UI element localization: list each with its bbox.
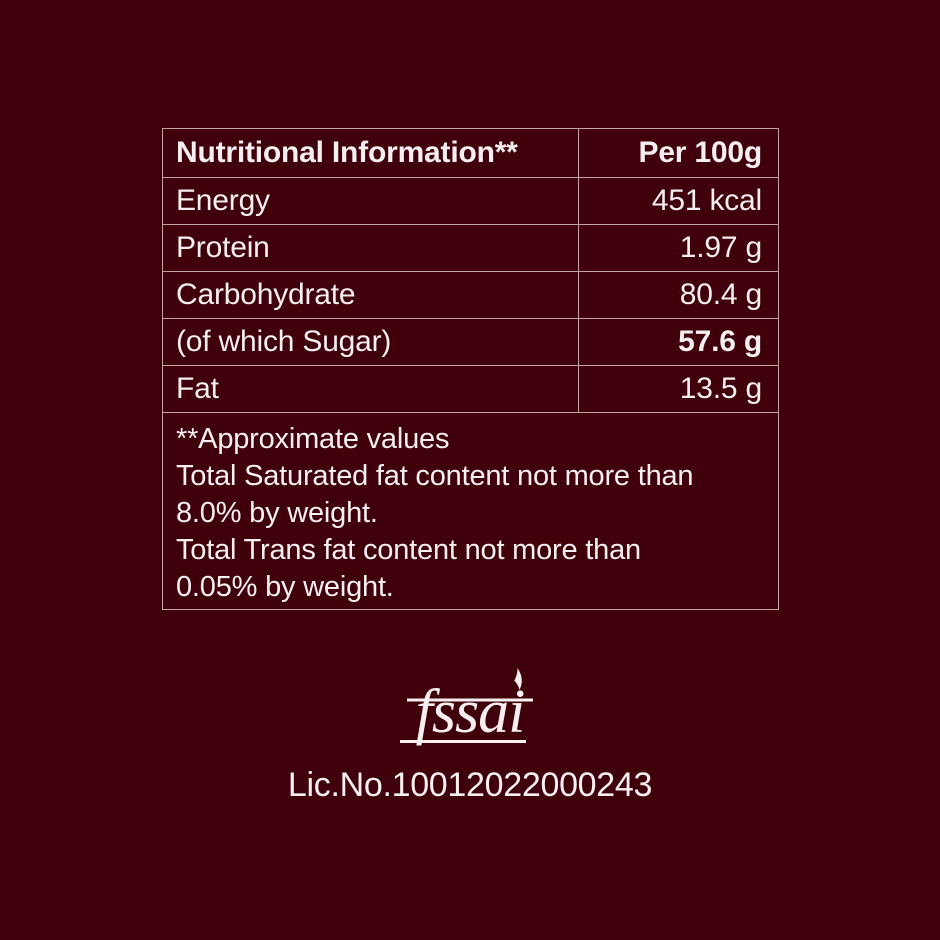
nutrition-table: Nutritional Information** Per 100g Energ… [162, 128, 779, 610]
license-number: Lic.No.10012022000243 [287, 766, 653, 804]
table-header-row: Nutritional Information** Per 100g [163, 129, 778, 178]
nutrient-label: Fat [176, 374, 219, 404]
table-row: Energy 451 kcal [163, 178, 778, 225]
svg-text:fssai: fssai [416, 678, 525, 746]
table-row: Fat 13.5 g [163, 366, 778, 413]
footnote-line: Total Saturated fat content not more tha… [176, 460, 694, 492]
footnote-line: 0.05% by weight. [176, 571, 394, 603]
nutrient-label: (of which Sugar) [176, 327, 392, 357]
nutrient-label: Protein [176, 233, 270, 263]
table-row: Protein 1.97 g [163, 225, 778, 272]
table-row: Carbohydrate 80.4 g [163, 272, 778, 319]
table-header-label: Nutritional Information** [176, 138, 518, 168]
nutrient-value: 57.6 g [678, 325, 762, 358]
nutrient-value: 451 kcal [651, 184, 762, 217]
table-column-divider [578, 129, 579, 413]
nutrient-label: Energy [176, 186, 270, 216]
footnote-line: Total Trans fat content not more than [176, 534, 641, 566]
nutrient-label: Carbohydrate [176, 280, 356, 310]
certification-block: fssai [0, 662, 940, 759]
table-row: (of which Sugar) 57.6 g [163, 319, 778, 366]
nutrient-value: 80.4 g [679, 278, 762, 311]
footnote-line: 8.0% by weight. [176, 497, 378, 529]
nutrient-value: 1.97 g [679, 231, 762, 264]
footnote-block: **Approximate values Total Saturated fat… [163, 413, 778, 606]
fssai-logo: fssai [386, 662, 554, 754]
footnote-line: **Approximate values [176, 423, 450, 455]
table-header-value: Per 100g [638, 136, 763, 169]
nutrition-table-rows: Nutritional Information** Per 100g Energ… [163, 129, 778, 413]
nutrient-value: 13.5 g [679, 372, 762, 405]
